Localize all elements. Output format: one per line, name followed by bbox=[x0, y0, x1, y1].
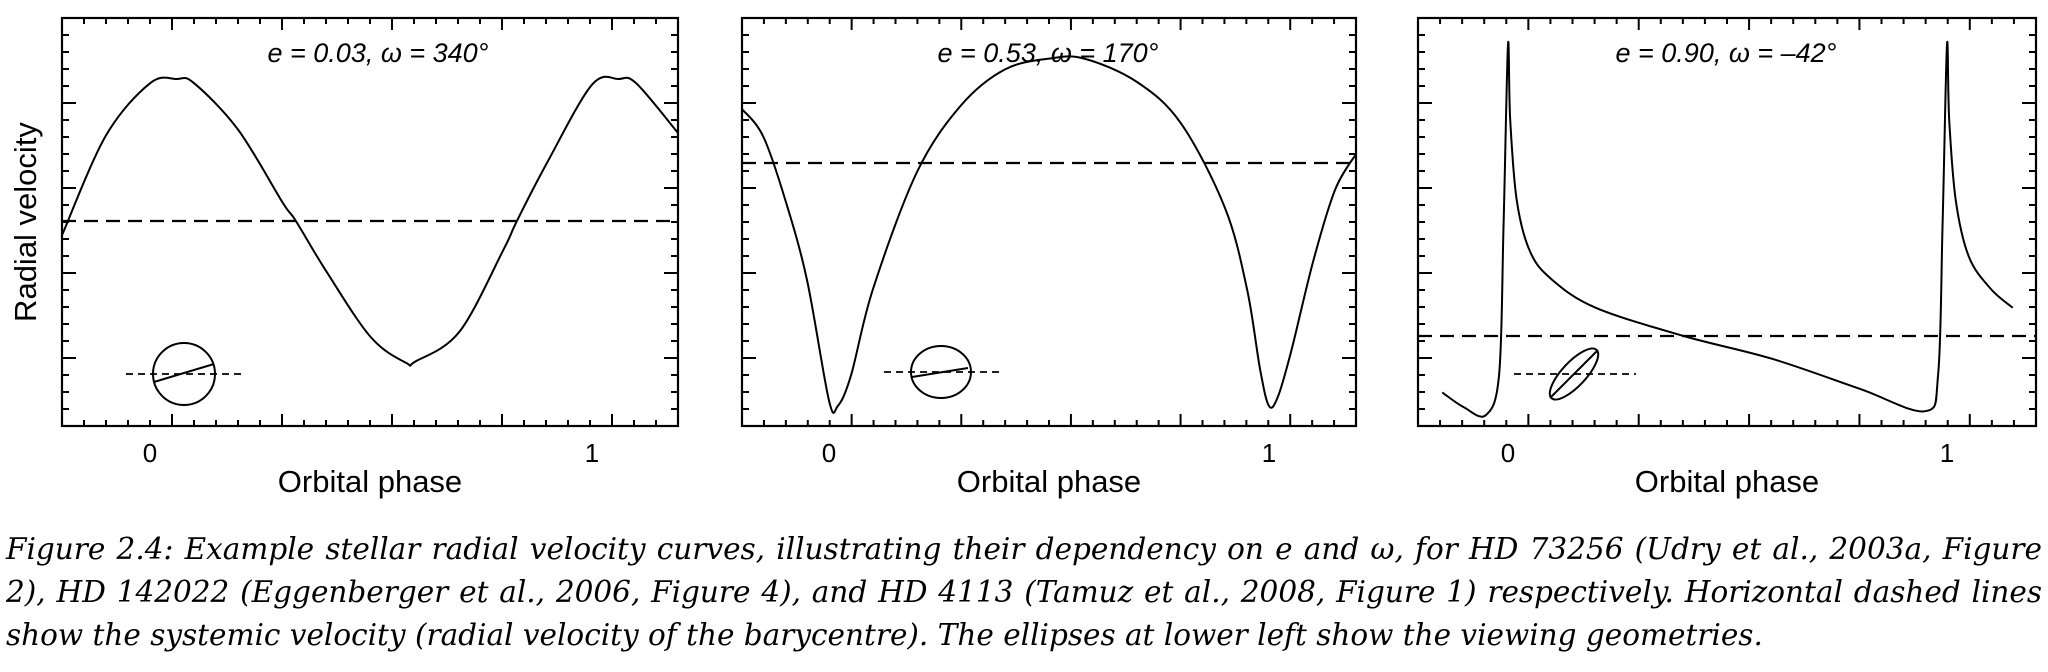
plot-frame bbox=[740, 16, 1358, 428]
y-axis-label: Radial velocity bbox=[8, 122, 43, 322]
line-of-nodes bbox=[1549, 349, 1599, 399]
orbit-ellipse bbox=[1548, 347, 1600, 401]
x-axis-label: Orbital phase bbox=[278, 464, 462, 499]
parameter-annotation: e = 0.03, ω = 340° bbox=[268, 38, 489, 68]
x-axis-label: Orbital phase bbox=[957, 464, 1141, 499]
orbit-ellipse bbox=[910, 345, 972, 399]
axis-ticks bbox=[741, 17, 1357, 427]
radial-velocity-curve bbox=[1441, 40, 2014, 418]
line-of-nodes bbox=[153, 363, 215, 383]
line-of-nodes bbox=[911, 367, 969, 378]
axis-ticks bbox=[1417, 17, 2037, 427]
x-tick-label: 0 bbox=[1501, 438, 1515, 468]
orbit-ellipse bbox=[152, 342, 216, 406]
panel-right: 0 1 Orbital phase e = 0.90, ω = –42° bbox=[1416, 16, 2038, 499]
parameter-annotation: e = 0.90, ω = –42° bbox=[1616, 38, 1837, 68]
radial-velocity-curve bbox=[61, 75, 679, 367]
x-tick-label: 0 bbox=[143, 438, 157, 468]
x-axis-label: Orbital phase bbox=[1635, 464, 1819, 499]
figure-panels: 0 1 Orbital phase Radial velocity e = 0.… bbox=[8, 16, 2038, 499]
viewing-geometry-ellipse bbox=[1514, 347, 1636, 401]
x-tick-label: 1 bbox=[1940, 438, 1954, 468]
x-tick-label: 1 bbox=[1262, 438, 1276, 468]
x-tick-label: 0 bbox=[822, 438, 836, 468]
viewing-geometry-ellipse bbox=[884, 345, 1002, 399]
parameter-annotation: e = 0.53, ω = 170° bbox=[938, 38, 1159, 68]
viewing-geometry-ellipse bbox=[126, 342, 244, 406]
panel-left: 0 1 Orbital phase Radial velocity e = 0.… bbox=[8, 16, 680, 499]
radial-velocity-curve bbox=[741, 55, 1357, 414]
x-tick-label: 1 bbox=[585, 438, 599, 468]
figure-caption: Figure 2.4: Example stellar radial veloc… bbox=[6, 532, 2042, 652]
panel-middle: 0 1 Orbital phase e = 0.53, ω = 170° bbox=[740, 16, 1358, 499]
